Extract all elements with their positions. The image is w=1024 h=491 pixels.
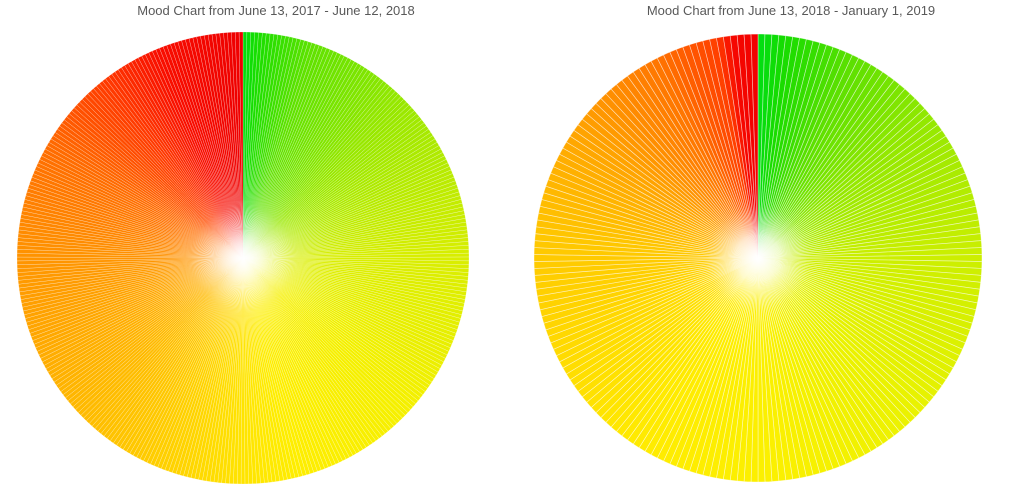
chart-title-right: Mood Chart from June 13, 2018 - January … — [646, 3, 936, 18]
pie-center-glow — [706, 206, 810, 310]
chart-figure-left: Mood Chart from June 13, 2017 - June 12,… — [8, 0, 478, 491]
mood-pie-chart-right — [533, 33, 983, 483]
chart-figure-right: Mood Chart from June 13, 2018 - January … — [523, 0, 993, 491]
chart-title-left: Mood Chart from June 13, 2017 - June 12,… — [137, 3, 415, 18]
mood-pie-chart-left — [16, 31, 470, 485]
pie-center-glow — [191, 206, 295, 310]
